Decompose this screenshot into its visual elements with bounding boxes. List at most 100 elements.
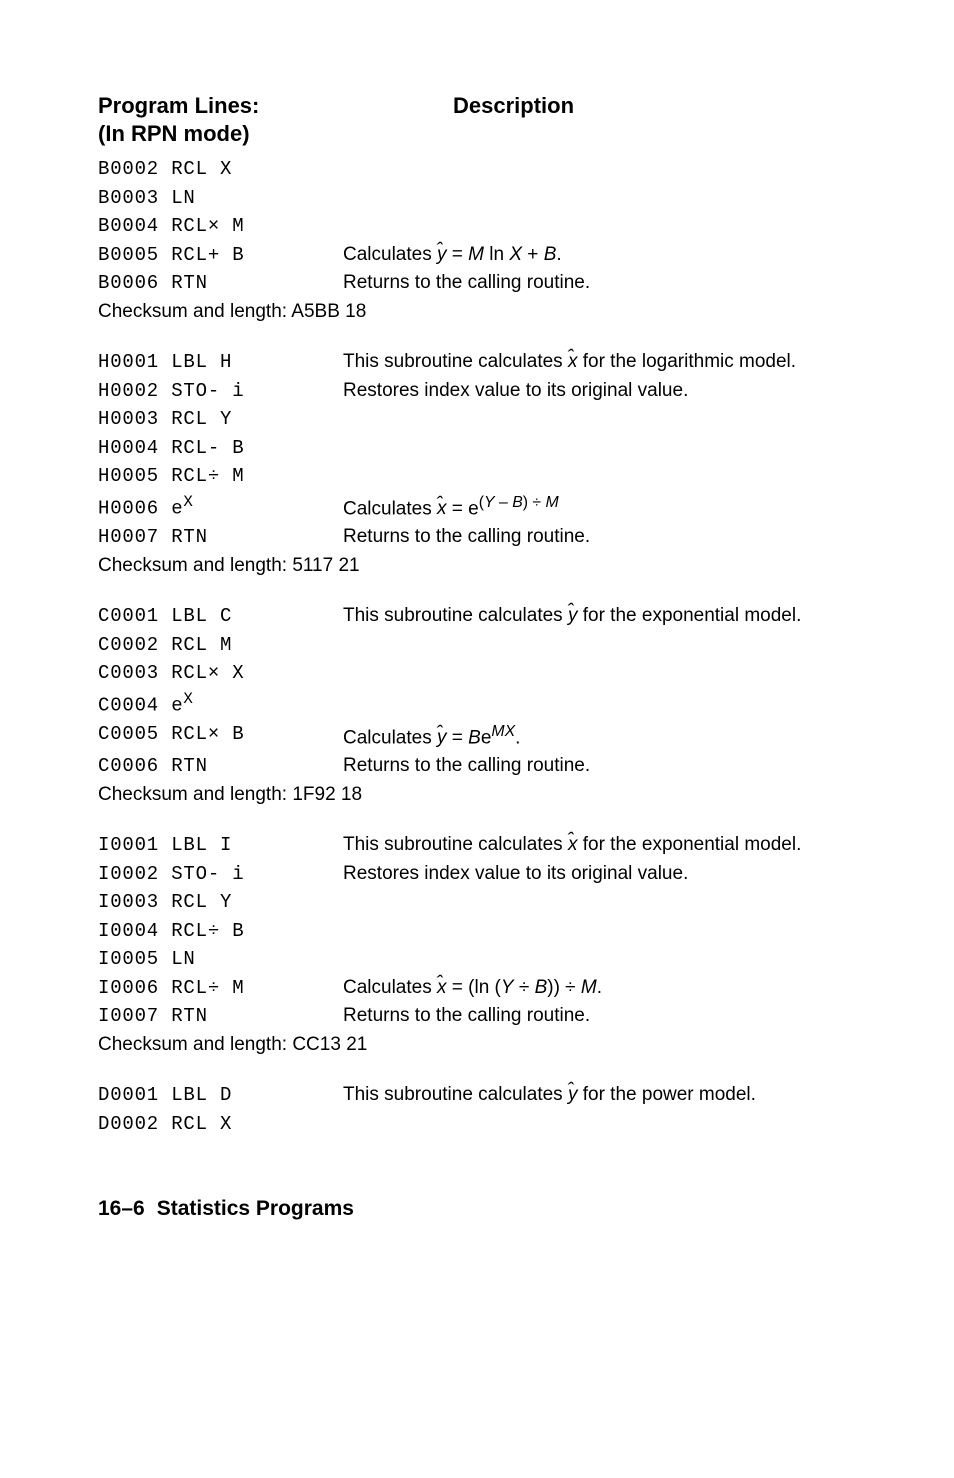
line-desc: Calculates ˆy = BeMX.: [343, 720, 874, 753]
line-desc: [343, 945, 874, 974]
text: .: [597, 977, 602, 998]
table-row: C0002 RCL M: [98, 631, 874, 660]
line-desc: [343, 212, 874, 241]
table-row: H0007 RTNReturns to the calling routine.: [98, 523, 874, 552]
table-row: B0004 RCL× M: [98, 212, 874, 241]
header-col1-line2: (In RPN mode): [98, 121, 250, 146]
line-desc: [343, 659, 874, 688]
table-row: C0004 eX: [98, 688, 874, 720]
checksum-line: Checksum and length: 1F92 18: [98, 781, 874, 810]
checksum-line: Checksum and length: CC13 21: [98, 1031, 874, 1060]
var-m: M: [468, 244, 484, 265]
line-desc: Calculates ˆx = (ln (Y ÷ B)) ÷ M.: [343, 974, 874, 1003]
var-y: Y: [501, 977, 514, 998]
table-row: I0005 LN: [98, 945, 874, 974]
text: =: [447, 727, 469, 748]
table-row: I0006 RCL÷ M Calculates ˆx = (ln (Y ÷ B)…: [98, 974, 874, 1003]
table-row: H0001 LBL H This subroutine calculates ˆ…: [98, 348, 874, 377]
line-desc: This subroutine calculates ˆy for the ex…: [343, 602, 874, 631]
line-desc: Returns to the calling routine.: [343, 523, 874, 552]
line-desc: Restores index value to its original val…: [343, 860, 874, 889]
text: Calculates: [343, 244, 437, 265]
line-code: D0001 LBL D: [98, 1081, 343, 1110]
line-code: I0006 RCL÷ M: [98, 974, 343, 1003]
line-code: H0006 eX: [98, 491, 343, 524]
xhat: ˆx: [437, 498, 447, 519]
table-row: C0003 RCL× X: [98, 659, 874, 688]
table-row: D0001 LBL D This subroutine calculates ˆ…: [98, 1081, 874, 1110]
exponent: MX: [491, 723, 515, 740]
exponent: (Y – B) ÷ M: [479, 494, 559, 511]
line-desc: This subroutine calculates ˆx for the ex…: [343, 831, 874, 860]
text: ÷: [514, 977, 535, 998]
text: for the exponential model.: [577, 605, 801, 626]
table-row: C0005 RCL× B Calculates ˆy = BeMX.: [98, 720, 874, 753]
text: This subroutine calculates: [343, 834, 568, 855]
table-row: H0004 RCL- B: [98, 434, 874, 463]
var-b: B: [535, 977, 548, 998]
line-desc: [343, 155, 874, 184]
line-desc: [343, 405, 874, 434]
line-desc: [343, 917, 874, 946]
text: for the power model.: [577, 1084, 755, 1105]
table-row: I0001 LBL I This subroutine calculates ˆ…: [98, 831, 874, 860]
text: .: [515, 727, 520, 748]
page-number: 16–6: [98, 1197, 145, 1220]
line-desc: [343, 688, 874, 720]
table-row: Checksum and length: CC13 21: [98, 1031, 874, 1060]
text: This subroutine calculates: [343, 351, 568, 372]
line-desc: This subroutine calculates ˆy for the po…: [343, 1081, 874, 1110]
line-code: C0001 LBL C: [98, 602, 343, 631]
checksum-line: Checksum and length: 5117 21: [98, 552, 874, 581]
line-code: H0002 STO- i: [98, 377, 343, 406]
line-code: H0001 LBL H: [98, 348, 343, 377]
text: for the exponential model.: [577, 834, 801, 855]
line-code: C0003 RCL× X: [98, 659, 343, 688]
line-desc: This subroutine calculates ˆx for the lo…: [343, 348, 874, 377]
table-row: D0002 RCL X: [98, 1110, 874, 1139]
table-row: Checksum and length: 5117 21: [98, 552, 874, 581]
header-col1: Program Lines: (In RPN mode): [98, 92, 343, 155]
line-desc: [343, 184, 874, 213]
table-row: I0004 RCL÷ B: [98, 917, 874, 946]
xhat: ˆx: [437, 977, 447, 998]
line-code: I0003 RCL Y: [98, 888, 343, 917]
line-code: H0003 RCL Y: [98, 405, 343, 434]
text: .: [556, 244, 561, 265]
text: ln: [484, 244, 509, 265]
superscript: X: [183, 493, 193, 511]
line-code: C0006 RTN: [98, 752, 343, 781]
text: This subroutine calculates: [343, 605, 568, 626]
line-code: I0007 RTN: [98, 1002, 343, 1031]
table-row: I0007 RTNReturns to the calling routine.: [98, 1002, 874, 1031]
table-row: H0006 eX Calculates ˆx = e(Y – B) ÷ M: [98, 491, 874, 524]
line-desc: Restores index value to its original val…: [343, 377, 874, 406]
table-row: C0001 LBL C This subroutine calculates ˆ…: [98, 602, 874, 631]
line-code: B0006 RTN: [98, 269, 343, 298]
line-desc: [343, 888, 874, 917]
line-code: B0004 RCL× M: [98, 212, 343, 241]
line-code: I0005 LN: [98, 945, 343, 974]
footer-title: Statistics Programs: [157, 1197, 354, 1220]
line-desc: Calculates ˆx = e(Y – B) ÷ M: [343, 491, 874, 524]
text: e: [481, 727, 492, 748]
line-code: B0003 LN: [98, 184, 343, 213]
line-code: H0005 RCL÷ M: [98, 462, 343, 491]
line-desc: Returns to the calling routine.: [343, 752, 874, 781]
superscript: X: [183, 690, 193, 708]
program-listing-table: Program Lines: (In RPN mode) Description…: [98, 92, 874, 1138]
var-x: X: [509, 244, 522, 265]
page-footer: 16–6 Statistics Programs: [98, 1193, 874, 1225]
line-code: C0004 eX: [98, 688, 343, 720]
line-code: I0002 STO- i: [98, 860, 343, 889]
header-col2: Description: [343, 92, 874, 155]
text: Calculates: [343, 727, 437, 748]
text: =: [447, 244, 469, 265]
line-desc: Returns to the calling routine.: [343, 269, 874, 298]
text: = (ln (: [447, 977, 501, 998]
line-desc: [343, 631, 874, 660]
table-row: B0005 RCL+ B Calculates ˆy = M ln X + B.: [98, 241, 874, 270]
text: = e: [447, 498, 479, 519]
line-code: D0002 RCL X: [98, 1110, 343, 1139]
table-row: C0006 RTNReturns to the calling routine.: [98, 752, 874, 781]
